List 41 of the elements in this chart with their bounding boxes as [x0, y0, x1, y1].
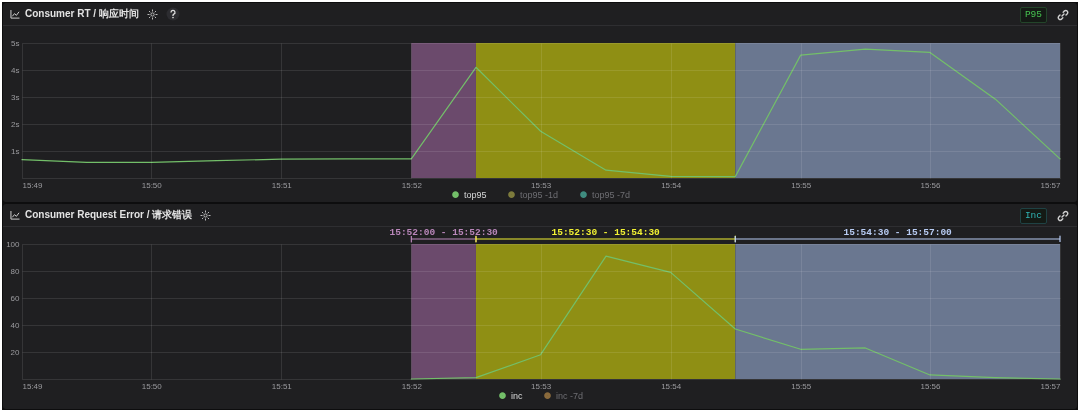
- x-tick-label: 15:54: [661, 381, 682, 391]
- x-tick-label: 15:57: [1040, 180, 1062, 190]
- legend-label: top95: [464, 189, 487, 200]
- x-tick-label: 15:53: [531, 180, 552, 190]
- y-tick-label: 40: [10, 320, 21, 330]
- x-tick-label: 15:51: [271, 180, 293, 190]
- x-tick-label: 15:52: [401, 381, 423, 391]
- x-tick-label: 15:54: [661, 180, 682, 190]
- band-label: 15:54:30 - 15:57:00: [843, 227, 953, 238]
- legend-label: inc: [511, 390, 523, 401]
- y-tick-label: 4s: [11, 65, 20, 75]
- band-label: 15:52:00 - 15:52:30: [389, 227, 499, 238]
- x-tick-label: 15:51: [271, 381, 293, 391]
- text: P95: [1019, 6, 1047, 23]
- chart-title: Consumer RT / 响应时间: [25, 7, 139, 21]
- x-tick-label: 15:52: [401, 180, 423, 190]
- y-tick-label: 80: [10, 266, 21, 276]
- y-tick-label: 3s: [11, 92, 20, 102]
- text: Inc: [1019, 207, 1047, 224]
- legend-label: top95 -1d: [520, 189, 559, 200]
- legend-label: top95 -7d: [592, 189, 631, 200]
- x-tick-label: 15:50: [141, 381, 163, 391]
- x-tick-label: 15:50: [141, 180, 163, 190]
- y-tick-label: 20: [10, 347, 21, 357]
- legend-label: inc -7d: [556, 390, 584, 401]
- y-tick-label: 60: [10, 293, 21, 303]
- x-tick-label: 15:56: [920, 180, 942, 190]
- x-tick-label: 15:49: [22, 180, 44, 190]
- line-series: [410, 255, 1061, 380]
- y-tick-label: 2s: [11, 119, 20, 129]
- x-tick-label: 15:53: [531, 381, 552, 391]
- x-tick-label: 15:55: [791, 381, 812, 391]
- band-label: 15:52:30 - 15:54:30: [551, 227, 661, 238]
- x-tick-label: 15:57: [1040, 381, 1062, 391]
- chart-title: Consumer Request Error / 请求错误: [25, 208, 193, 222]
- y-tick-label: 5s: [11, 38, 20, 48]
- x-tick-label: 15:55: [791, 180, 812, 190]
- x-tick-label: 15:49: [22, 381, 44, 391]
- x-tick-label: 15:56: [920, 381, 942, 391]
- y-tick-label: 100: [6, 239, 21, 249]
- y-tick-label: 1s: [11, 146, 20, 156]
